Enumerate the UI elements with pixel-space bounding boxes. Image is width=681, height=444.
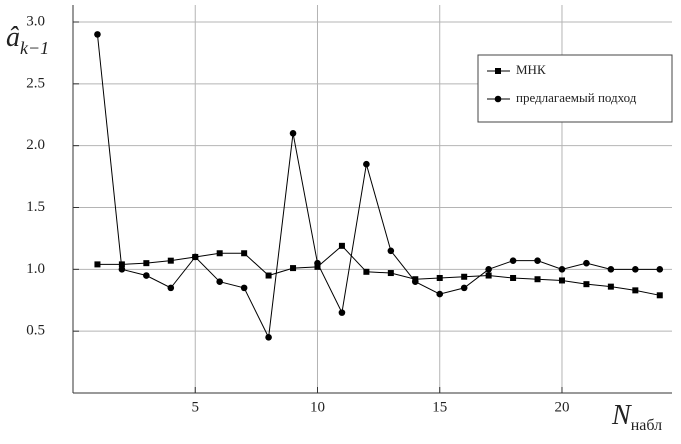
marker xyxy=(485,272,492,279)
y-tick-label: 2.0 xyxy=(26,137,45,153)
marker xyxy=(265,272,272,279)
marker xyxy=(436,290,444,298)
marker xyxy=(363,268,370,275)
marker xyxy=(411,278,419,286)
y-label-main: â xyxy=(6,22,20,53)
marker xyxy=(607,266,615,273)
y-tick-label: 0.5 xyxy=(26,323,45,339)
marker xyxy=(387,270,394,277)
x-label-main: N xyxy=(611,400,632,431)
marker xyxy=(495,68,501,74)
x-axis-label: Nнабл xyxy=(611,400,662,433)
marker xyxy=(290,265,297,272)
marker xyxy=(656,292,663,299)
x-label-sub: набл xyxy=(631,417,662,434)
y-tick-label: 3.0 xyxy=(26,13,45,29)
marker xyxy=(583,259,590,267)
marker xyxy=(314,263,321,270)
y-tick-label: 2.5 xyxy=(26,75,45,91)
marker xyxy=(289,130,297,137)
x-tick-label: 5 xyxy=(191,399,199,415)
marker xyxy=(509,257,517,264)
marker xyxy=(143,260,150,267)
marker xyxy=(460,284,468,292)
y-axis-label: âk−1 xyxy=(6,22,49,58)
marker xyxy=(436,274,443,281)
marker xyxy=(632,287,639,294)
series-line xyxy=(97,245,660,296)
marker xyxy=(558,277,565,284)
marker xyxy=(143,272,150,279)
marker xyxy=(118,261,125,268)
marker xyxy=(494,95,502,103)
y-tick-label: 1.0 xyxy=(26,261,45,277)
marker xyxy=(216,250,223,257)
marker xyxy=(338,309,346,316)
series-line xyxy=(96,34,660,340)
marker xyxy=(118,266,126,273)
marker xyxy=(94,31,101,38)
marker xyxy=(241,250,248,257)
legend-label: предлагаемый подход xyxy=(516,90,637,105)
marker xyxy=(240,284,248,292)
x-tick-label: 15 xyxy=(432,399,447,415)
y-label-sub: k−1 xyxy=(20,38,49,58)
marker xyxy=(167,284,175,292)
x-tick-label: 10 xyxy=(310,399,325,415)
marker xyxy=(314,259,321,267)
marker xyxy=(632,266,639,273)
x-tick-label: 20 xyxy=(554,399,569,415)
y-tick-label: 1.5 xyxy=(26,199,45,215)
marker xyxy=(485,266,492,273)
marker xyxy=(94,261,101,268)
marker xyxy=(191,253,199,261)
marker xyxy=(510,274,517,281)
marker xyxy=(387,247,395,255)
legend-label: МНК xyxy=(516,62,546,77)
marker xyxy=(338,242,345,249)
marker xyxy=(534,257,541,264)
marker xyxy=(534,276,541,283)
marker xyxy=(583,281,590,288)
marker xyxy=(461,273,468,280)
marker xyxy=(607,283,614,290)
marker xyxy=(363,160,370,168)
marker xyxy=(216,278,223,286)
marker xyxy=(656,266,664,273)
marker xyxy=(558,266,566,273)
marker xyxy=(265,334,272,341)
marker xyxy=(167,257,174,264)
legend-box xyxy=(477,54,673,123)
